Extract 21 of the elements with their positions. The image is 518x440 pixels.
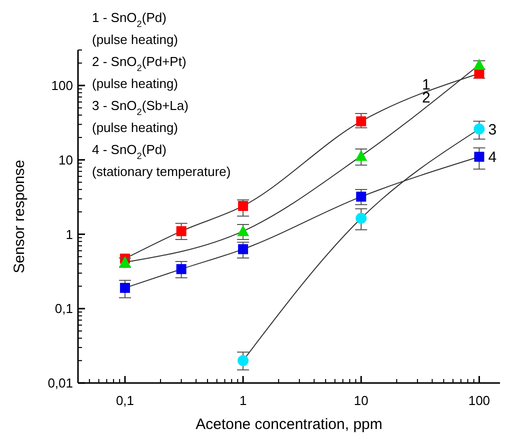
text: (pulse heating) [92, 32, 178, 47]
x-tick-label: 100 [468, 393, 490, 408]
annotation: 4 - SnO$_{2}$(Pd) [92, 142, 166, 161]
x-tick-label: 1 [239, 393, 247, 408]
annotation: 2 - SnO$_{2}$(Pd+Pt) [92, 54, 186, 73]
annotation: (pulse heating) [92, 76, 178, 91]
y-axis-title: Sensor response [11, 160, 28, 274]
x-tick-label: 10 [354, 393, 368, 408]
annotation: (stationary temperature) [92, 164, 231, 179]
x-tick-label: 0,1 [116, 393, 134, 408]
y-tick-label: 0,1 [54, 301, 73, 316]
annotation: 3 - SnO$_{2}$(Sb+La) [92, 98, 188, 117]
series-label: 4 [488, 149, 497, 166]
annotation: (pulse heating) [92, 120, 178, 135]
y-tick-label: 100 [51, 78, 73, 94]
y-tick-label: 0,01 [48, 376, 73, 391]
y-tick-label: 10 [58, 152, 73, 168]
y-tick-label: 1 [66, 226, 73, 242]
text: 1 - SnO$_{2}$(Pd) [92, 10, 166, 29]
series-label: 3 [488, 121, 497, 138]
x-axis-title: Acetone concentration, ppm [196, 416, 382, 433]
